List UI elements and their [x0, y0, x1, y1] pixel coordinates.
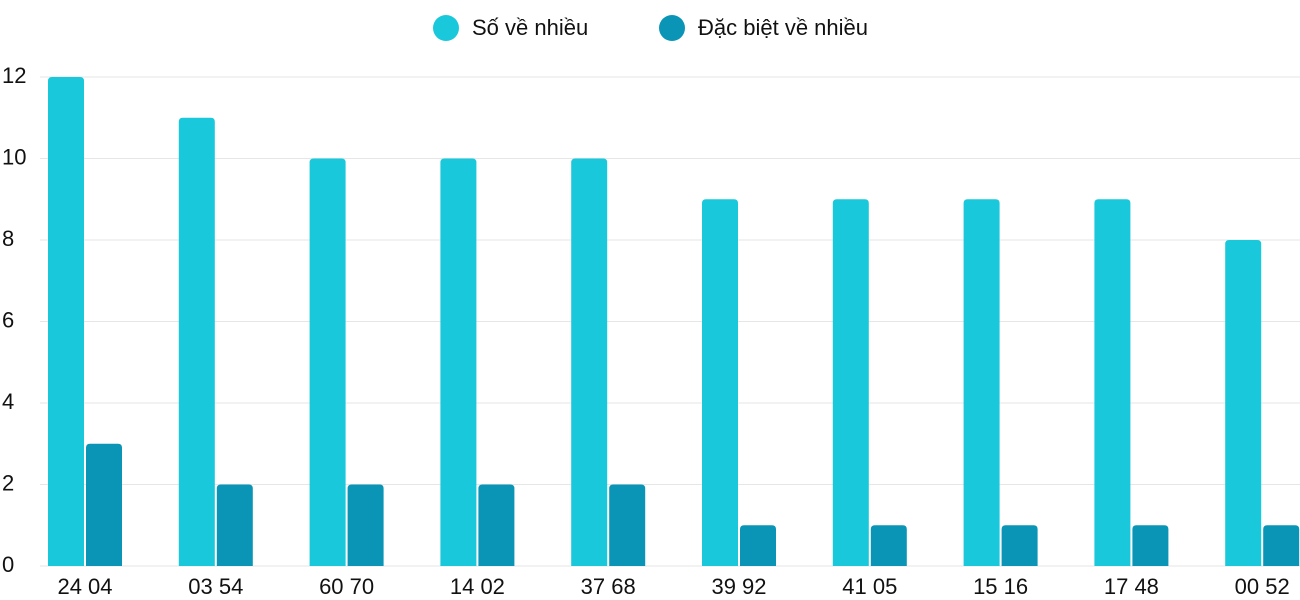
bar	[478, 484, 515, 566]
y-tick-label: 12	[2, 63, 26, 88]
bar	[216, 484, 253, 566]
x-tick-label: 14 02	[450, 574, 505, 599]
bar	[963, 199, 1000, 566]
x-tick-label: 39 92	[711, 574, 766, 599]
bar	[347, 484, 384, 566]
x-tick-label: 17 48	[1104, 574, 1159, 599]
bar	[309, 158, 346, 566]
bar	[1094, 199, 1131, 566]
bar	[440, 158, 477, 566]
y-tick-label: 2	[2, 470, 14, 495]
bar	[702, 199, 738, 566]
y-tick-label: 6	[2, 307, 14, 332]
legend-label: Đặc biệt về nhiều	[698, 15, 868, 40]
bar	[1263, 525, 1300, 566]
y-tick-label: 8	[2, 226, 14, 251]
x-tick-label: 37 68	[581, 574, 636, 599]
x-tick-label: 60 70	[319, 574, 374, 599]
bar	[48, 77, 84, 566]
y-tick-label: 0	[2, 552, 14, 577]
x-tick-label: 00 52	[1235, 574, 1290, 599]
legend-swatch	[659, 15, 685, 41]
legend-swatch	[433, 15, 459, 41]
bar	[832, 199, 869, 566]
bar	[870, 525, 907, 566]
bar	[1132, 525, 1169, 566]
y-tick-label: 4	[2, 389, 14, 414]
x-tick-label: 24 04	[57, 574, 112, 599]
bar	[1225, 240, 1262, 566]
bar	[609, 484, 646, 566]
bar	[178, 117, 215, 566]
y-tick-label: 10	[2, 144, 26, 169]
bar	[740, 525, 776, 566]
bar	[1001, 525, 1038, 566]
bar	[571, 158, 608, 566]
x-tick-label: 15 16	[973, 574, 1028, 599]
x-tick-label: 41 05	[842, 574, 897, 599]
legend-label: Số về nhiều	[472, 15, 588, 40]
bar	[86, 443, 122, 566]
x-tick-label: 03 54	[188, 574, 243, 599]
